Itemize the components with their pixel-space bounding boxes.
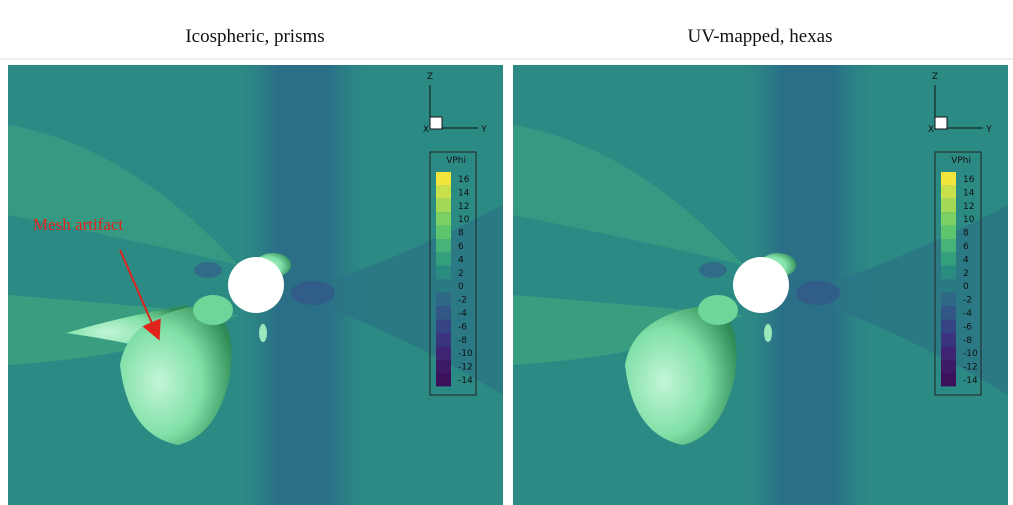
legend-label: 14	[963, 188, 975, 198]
legend-label: -8	[458, 336, 467, 346]
legend-swatch	[941, 252, 956, 266]
legend-swatch	[941, 265, 956, 280]
small-blade	[259, 324, 267, 342]
legend-swatch	[436, 225, 451, 239]
legend-swatch	[436, 373, 451, 387]
legend-label: 16	[963, 175, 975, 185]
legend-label: 8	[458, 229, 464, 239]
legend-swatch	[436, 212, 451, 226]
axis-label: Y	[985, 125, 992, 135]
legend-swatch	[941, 239, 956, 253]
panel-title: Icospheric, prisms	[185, 26, 324, 47]
legend-label: -12	[963, 363, 978, 373]
light-lobe	[8, 125, 238, 265]
legend-swatch	[941, 346, 956, 360]
legend-label: 10	[458, 215, 470, 225]
legend-title: VPhi	[951, 156, 971, 166]
axis-label: Y	[480, 125, 487, 135]
legend-swatch	[436, 185, 451, 199]
legend-swatch	[436, 346, 451, 360]
legend-swatch	[436, 292, 451, 306]
legend-label: -14	[458, 376, 473, 386]
legend-swatch	[436, 265, 451, 280]
legend-label: -4	[963, 309, 972, 319]
legend-label: 0	[963, 282, 969, 292]
legend-label: 4	[458, 255, 464, 265]
legend-label: -2	[963, 296, 972, 306]
axis-label: Z	[932, 72, 938, 82]
annotation-arrow	[119, 249, 161, 341]
panel: Z X Y VPhi 16 14 12 10 8 6 4 2 0 -2 -4 -6 -8 -10 -12 -14 Mes…	[8, 65, 503, 505]
legend-label: -10	[963, 349, 978, 359]
legend-swatch	[941, 185, 956, 199]
legend-swatch	[941, 212, 956, 226]
legend-label: 6	[458, 242, 464, 252]
legend-swatch	[941, 198, 956, 213]
legend-label: -8	[963, 336, 972, 346]
legend-swatch	[941, 319, 956, 333]
light-lobe	[513, 125, 743, 265]
panel: Z X Y VPhi 16 14 12 10 8 6 4 2 0 -2 -4 -6 -8 -10 -12 -14	[513, 65, 1008, 505]
small-blade	[764, 324, 772, 342]
vortex	[291, 281, 335, 305]
legend-swatch	[436, 198, 451, 213]
vortex	[194, 262, 222, 278]
legend-swatch	[436, 279, 451, 293]
legend-label: -12	[458, 363, 473, 373]
legend-label: -2	[458, 296, 467, 306]
legend-label: -4	[458, 309, 467, 319]
blade	[625, 305, 737, 445]
legend-swatch	[436, 319, 451, 333]
axis-label: X	[423, 125, 429, 135]
legend-label: -10	[458, 349, 473, 359]
legend-label: 0	[458, 282, 464, 292]
legend-label: 12	[458, 202, 469, 212]
legend-label: -14	[963, 376, 978, 386]
vortex	[699, 262, 727, 278]
hub	[228, 257, 284, 313]
legend-label: 2	[458, 269, 464, 279]
legend-label: 2	[963, 269, 969, 279]
legend-label: 10	[963, 215, 975, 225]
legend-swatch	[436, 332, 451, 347]
legend-swatch	[436, 306, 451, 320]
legend-swatch	[941, 359, 956, 373]
hub	[733, 257, 789, 313]
legend-label: 4	[963, 255, 969, 265]
legend-box	[934, 151, 982, 396]
axis-box	[934, 116, 948, 130]
legend-swatch	[941, 279, 956, 293]
legend-swatch	[436, 252, 451, 266]
legend-label: 8	[963, 229, 969, 239]
panel-title: UV-mapped, hexas	[688, 26, 833, 47]
legend-swatch	[436, 239, 451, 253]
legend-label: 14	[458, 188, 470, 198]
vortex	[796, 281, 840, 305]
legend-swatch	[941, 306, 956, 320]
legend-swatch	[941, 225, 956, 239]
axis-label: X	[928, 125, 934, 135]
axis-box	[429, 116, 443, 130]
blade-root	[193, 295, 233, 325]
legend-swatch	[941, 373, 956, 387]
legend-swatch	[436, 359, 451, 373]
legend-swatch	[941, 332, 956, 347]
legend-label: 12	[963, 202, 974, 212]
annotation: Mesh artifact	[33, 215, 123, 234]
legend-label: -6	[458, 322, 467, 332]
blade-root	[698, 295, 738, 325]
legend-swatch	[436, 172, 451, 186]
legend-title: VPhi	[446, 156, 466, 166]
legend-label: -6	[963, 322, 972, 332]
legend-label: 6	[963, 242, 969, 252]
legend-label: 16	[458, 175, 470, 185]
axis-label: Z	[427, 72, 433, 82]
legend-box	[429, 151, 477, 396]
legend-swatch	[941, 172, 956, 186]
legend-swatch	[941, 292, 956, 306]
